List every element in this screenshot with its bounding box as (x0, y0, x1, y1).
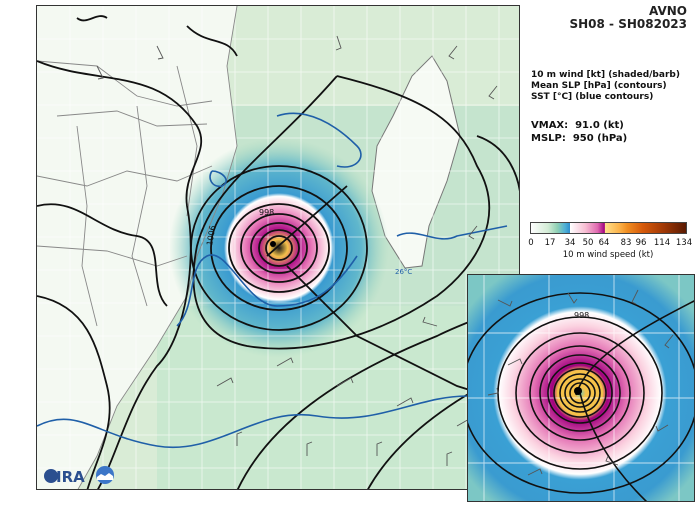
svg-text:1006: 1006 (205, 225, 217, 247)
vmax-value: VMAX: 91.0 (kt) (531, 120, 624, 131)
main-map-graphic: 998 1006 26°C IRA (37, 6, 519, 489)
colorbar-tick: 114 (653, 238, 671, 248)
colorbar-tick: 50 (582, 238, 594, 248)
colorbar-tick: 34 (564, 238, 576, 248)
colorbar-tick: 134 (675, 238, 693, 248)
slp-label: 998 (259, 208, 274, 217)
main-map: 998 1006 26°C IRA (36, 5, 520, 490)
legend-line-wind: 10 m wind [kt] (shaded/barb) (531, 70, 680, 80)
colorbar-tick: 64 (598, 238, 610, 248)
colorbar-tick: 83 (620, 238, 632, 248)
colorbar-tick: 17 (544, 238, 556, 248)
colorbar-tick: 0 (528, 238, 534, 248)
storm-id: SH08 - SH082023 (569, 17, 687, 31)
wind-speed-colorbar (530, 222, 687, 234)
inset-map-graphic: 998 (468, 275, 694, 501)
model-name: AVNO (648, 4, 687, 18)
cira-logo: IRA (44, 466, 114, 486)
svg-text:IRA: IRA (56, 468, 85, 486)
svg-text:998: 998 (574, 311, 589, 320)
colorbar-tick: 96 (635, 238, 647, 248)
legend-line-sst: SST [°C] (blue contours) (531, 92, 654, 102)
mslp-value: MSLP: 950 (hPa) (531, 133, 628, 144)
svg-text:26°C: 26°C (395, 268, 412, 276)
legend-line-slp: Mean SLP [hPa] (contours) (531, 81, 667, 91)
colorbar-label: 10 m wind speed (kt) (562, 250, 654, 260)
inset-map: 998 (467, 274, 695, 502)
